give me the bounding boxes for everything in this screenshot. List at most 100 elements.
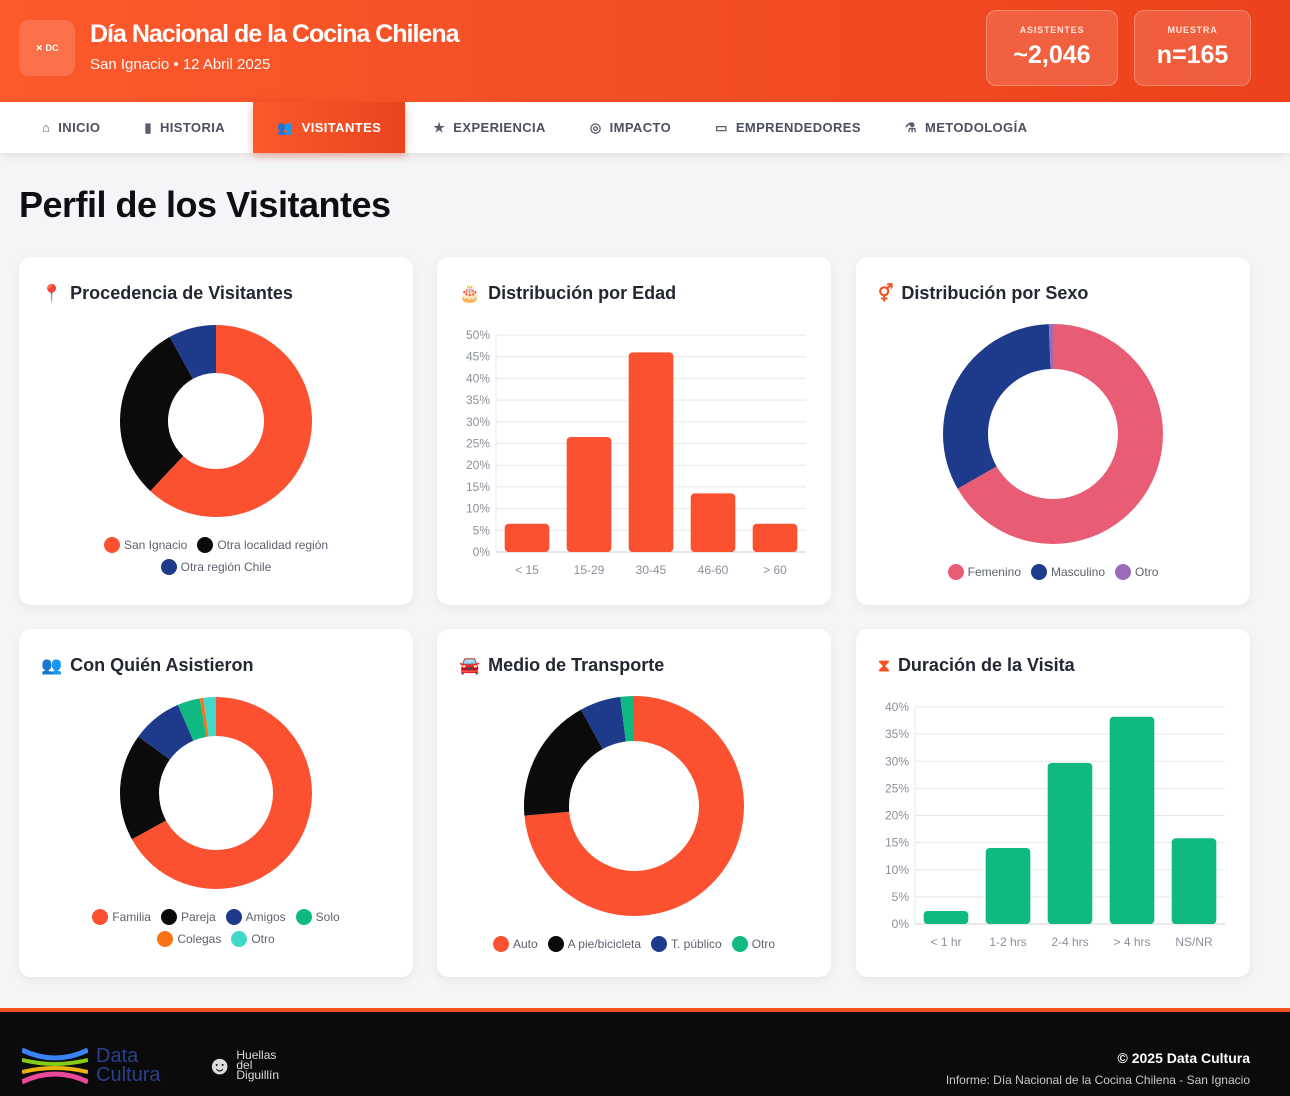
flask-icon: ⚗ bbox=[904, 119, 917, 135]
tab-historia[interactable]: ▮ HISTORIA bbox=[122, 102, 247, 153]
legend-swatch bbox=[225, 909, 242, 925]
card-title-text: Distribución por Sexo bbox=[901, 283, 1089, 303]
car-icon: 🚘 bbox=[459, 655, 481, 675]
legend-item[interactable]: Solo bbox=[295, 909, 340, 925]
card-title-text: Medio de Transporte bbox=[488, 655, 665, 675]
card-title-text: Con Quién Asistieron bbox=[70, 655, 254, 675]
x-tick-label: NS/NR bbox=[1175, 935, 1213, 949]
legend-swatch bbox=[547, 936, 564, 952]
bar[interactable] bbox=[690, 493, 736, 552]
page-title: Perfil de los Visitantes bbox=[19, 184, 391, 225]
chart-legend: Auto A pie/bicicleta T. público Otro bbox=[437, 936, 831, 952]
bar[interactable] bbox=[1047, 762, 1093, 924]
tab-emprendedores[interactable]: ▭ EMPRENDEDORES bbox=[693, 102, 883, 153]
tab-label: METODOLOGÍA bbox=[924, 120, 1028, 135]
bar[interactable] bbox=[628, 352, 674, 552]
donut-slice-colegas[interactable] bbox=[199, 697, 209, 737]
donut-slice-otro[interactable] bbox=[1048, 324, 1053, 370]
bar[interactable] bbox=[1171, 838, 1217, 924]
legend-label: San Ignacio bbox=[123, 538, 188, 552]
data-cultura-logo: ✕ DC bbox=[19, 20, 75, 76]
legend-swatch bbox=[731, 936, 748, 952]
stat-value: ~2,046 bbox=[1013, 41, 1091, 69]
legend-label: Otro bbox=[751, 937, 776, 951]
legend-item[interactable]: Otro bbox=[1115, 564, 1158, 580]
home-icon: ⌂ bbox=[42, 120, 51, 135]
x-tick-label: 1-2 hrs bbox=[989, 935, 1026, 949]
y-tick-label: 0% bbox=[473, 545, 491, 559]
tab-label: EXPERIENCIA bbox=[453, 120, 546, 135]
legend-item[interactable]: Colegas bbox=[157, 931, 221, 947]
donut-slice-pareja[interactable] bbox=[119, 736, 170, 840]
tab-impacto[interactable]: ◎ IMPACTO bbox=[568, 102, 693, 153]
legend-swatch bbox=[295, 909, 312, 925]
donut-slice-auto[interactable] bbox=[524, 696, 744, 916]
bar[interactable] bbox=[752, 523, 798, 552]
card-title-text: Duración de la Visita bbox=[897, 655, 1075, 675]
chart-legend: Familia Pareja Amigos Solo Colegas Otro bbox=[19, 909, 413, 947]
legend-item[interactable]: A pie/bicicleta bbox=[547, 936, 642, 952]
stat-label: ASISTENTES bbox=[1019, 25, 1085, 35]
legend-swatch bbox=[1115, 564, 1132, 580]
report-info: Informe: Día Nacional de la Cocina Chile… bbox=[945, 1073, 1250, 1087]
stat-asistentes: ASISTENTES ~2,046 bbox=[986, 10, 1118, 86]
data-cultura-logo-icon bbox=[22, 1047, 88, 1085]
huellas-logo: ☻ Huellas del Diguillín bbox=[206, 1049, 286, 1081]
bar[interactable] bbox=[504, 523, 550, 552]
legend-item[interactable]: Auto bbox=[492, 936, 538, 952]
legend-item[interactable]: Pareja bbox=[160, 909, 216, 925]
tab-visitantes[interactable]: 👥 VISITANTES bbox=[253, 102, 406, 153]
star-icon: ★ bbox=[433, 119, 446, 135]
donut-slice-solo[interactable] bbox=[177, 698, 207, 741]
legend-item[interactable]: Amigos bbox=[225, 909, 286, 925]
x-tick-label: < 15 bbox=[515, 563, 539, 577]
legend-label: A pie/bicicleta bbox=[567, 937, 642, 951]
donut-slice-otro[interactable] bbox=[203, 697, 216, 737]
legend-swatch bbox=[651, 936, 668, 952]
donut-slice-otra-regi-n-chile[interactable] bbox=[169, 325, 216, 379]
legend-item[interactable]: T. público bbox=[651, 936, 722, 952]
legend-item[interactable]: Masculino bbox=[1031, 564, 1105, 580]
donut-slice-femenino[interactable] bbox=[957, 324, 1163, 544]
y-tick-label: 0% bbox=[892, 917, 910, 931]
y-tick-label: 40% bbox=[885, 700, 909, 714]
y-tick-label: 25% bbox=[466, 437, 490, 451]
card-title-text: Distribución por Edad bbox=[488, 283, 677, 303]
users-icon: 👥 bbox=[277, 119, 294, 135]
legend-item[interactable]: Femenino bbox=[947, 564, 1021, 580]
donut-slice-otra-localidad-regi-n[interactable] bbox=[120, 336, 193, 491]
card-title: 🚘 Medio de Transporte bbox=[459, 655, 664, 676]
legend-label: Otra localidad región bbox=[217, 538, 329, 552]
donut-slice-san-ignacio[interactable] bbox=[150, 325, 312, 517]
bar[interactable] bbox=[923, 910, 969, 924]
donut-slice-otro[interactable] bbox=[620, 696, 634, 742]
bar[interactable] bbox=[566, 436, 612, 552]
tab-metodologia[interactable]: ⚗ METODOLOGÍA bbox=[883, 102, 1049, 153]
bar[interactable] bbox=[1109, 716, 1155, 924]
x-tick-label: 15-29 bbox=[574, 563, 605, 577]
legend-item[interactable]: Otra región Chile bbox=[160, 559, 271, 575]
legend-item[interactable]: Otra localidad región bbox=[197, 537, 328, 553]
chart bbox=[943, 324, 1163, 544]
hourglass-icon: ⧗ bbox=[878, 655, 890, 675]
tab-experiencia[interactable]: ★ EXPERIENCIA bbox=[411, 102, 568, 153]
legend-item[interactable]: Familia bbox=[92, 909, 151, 925]
bar[interactable] bbox=[985, 848, 1031, 924]
legend-item[interactable]: Otro bbox=[731, 936, 776, 952]
header: ✕ DC Día Nacional de la Cocina Chilena S… bbox=[0, 0, 1290, 102]
card-title: 👥 Con Quién Asistieron bbox=[41, 655, 254, 676]
donut-slice-familia[interactable] bbox=[131, 697, 312, 889]
donut-slice-t-p-blico[interactable] bbox=[581, 696, 626, 750]
donut-slice-amigos[interactable] bbox=[138, 704, 194, 760]
donut-slice-masculino[interactable] bbox=[943, 324, 1051, 489]
chart-card: 📍 Procedencia de Visitantes San Ignacio Otr… bbox=[19, 257, 413, 605]
y-tick-label: 5% bbox=[892, 890, 910, 904]
legend-item[interactable]: Otro bbox=[231, 931, 275, 947]
legend-label: Masculino bbox=[1051, 565, 1106, 579]
legend-item[interactable]: San Ignacio bbox=[103, 537, 188, 553]
legend-swatch bbox=[160, 909, 177, 925]
chart: 0% 5% 10% 15% 20% 25% 30% 35% 40% 45% 50% < 15 15-29… bbox=[466, 328, 806, 577]
tab-inicio[interactable]: ⌂ INICIO bbox=[20, 102, 122, 153]
donut-slice-a-pie-bicicleta[interactable] bbox=[524, 709, 603, 816]
chart bbox=[524, 696, 744, 916]
